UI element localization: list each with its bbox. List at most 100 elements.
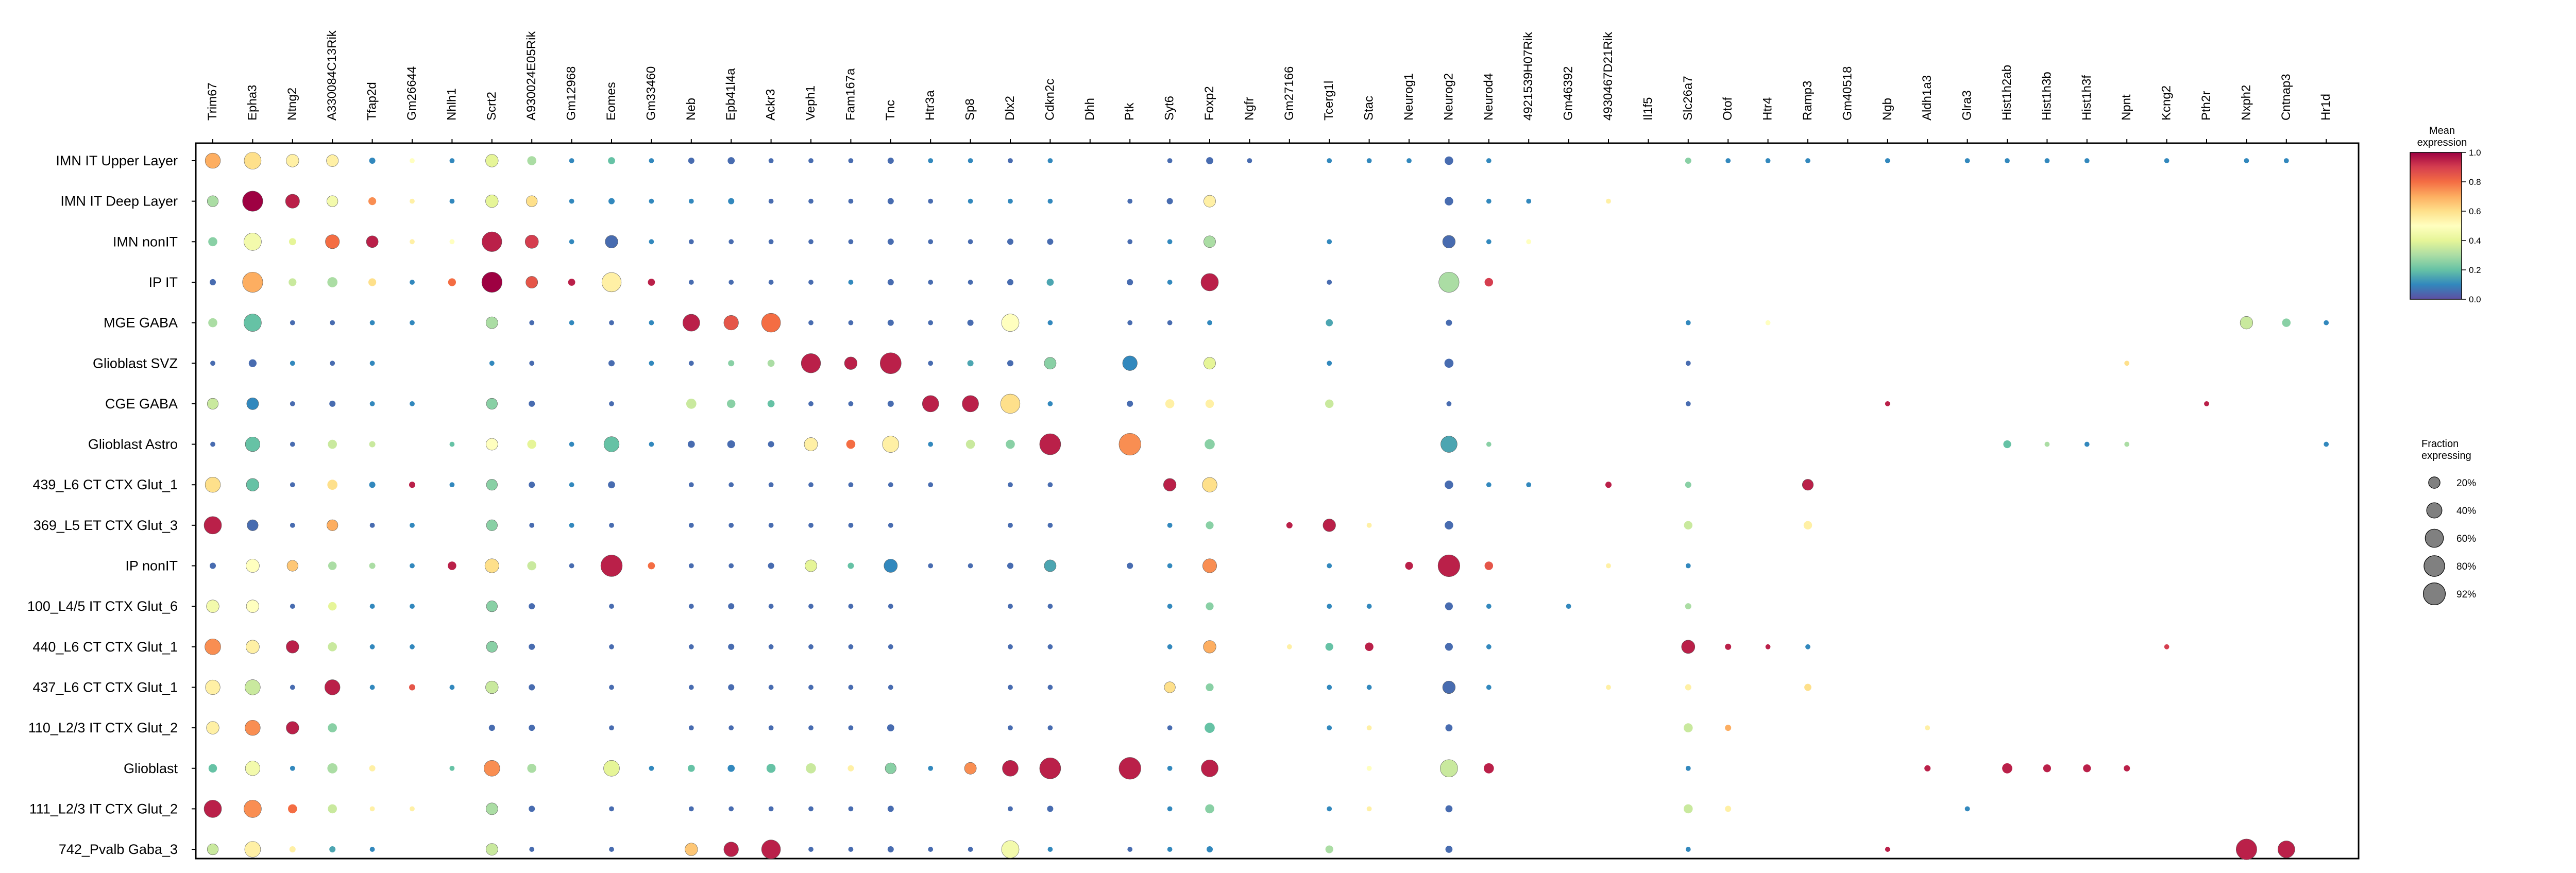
dot: [1206, 521, 1214, 529]
gene-label: Gm12968: [565, 66, 579, 121]
dot: [287, 804, 297, 814]
dot: [1201, 759, 1218, 777]
dot: [329, 846, 336, 853]
dot: [1606, 563, 1611, 569]
dot: [1166, 198, 1173, 204]
dot: [327, 519, 338, 531]
cell-type-label: 437_L6 CT CTX Glut_1: [32, 679, 178, 695]
dot: [1924, 765, 1931, 772]
dot: [688, 361, 694, 366]
gene-label: Kcng2: [2160, 85, 2174, 121]
dot: [1802, 479, 1814, 491]
dot: [768, 482, 774, 488]
dot: [848, 320, 854, 326]
dot: [448, 561, 456, 570]
size-legend-title-line1: Fraction: [2421, 438, 2459, 450]
size-legend-dot: [2422, 582, 2446, 606]
dot: [2278, 841, 2295, 858]
dot: [1445, 602, 1453, 610]
dot: [1440, 759, 1458, 778]
dot: [1605, 482, 1612, 488]
dot: [1007, 238, 1014, 245]
gene-label: Gm27166: [1282, 66, 1296, 121]
dot: [247, 519, 259, 531]
dot: [767, 400, 775, 407]
dot: [1326, 319, 1333, 327]
dot: [1327, 239, 1332, 245]
dot: [1685, 482, 1691, 488]
dot: [728, 482, 734, 488]
dot: [808, 806, 814, 812]
dot: [410, 158, 415, 163]
dot: [1008, 644, 1013, 649]
dot: [209, 562, 216, 569]
cell-type-label: 440_L6 CT CTX Glut_1: [32, 639, 178, 655]
dot: [928, 563, 934, 569]
colorbar-tick-label: 0.6: [2469, 207, 2481, 216]
dot: [2005, 158, 2010, 163]
dot: [449, 482, 455, 488]
dot: [728, 239, 734, 245]
dot: [768, 684, 774, 690]
dot: [369, 847, 375, 852]
dot: [808, 198, 814, 204]
dot: [244, 841, 261, 858]
dot: [1000, 393, 1021, 414]
dot: [1008, 198, 1013, 204]
cell-type-label: 439_L6 CT CTX Glut_1: [32, 477, 178, 492]
dot: [327, 480, 338, 490]
dot: [1484, 561, 1494, 570]
dot: [1205, 439, 1215, 450]
dot: [688, 644, 694, 649]
dot: [928, 361, 934, 366]
dot: [968, 158, 973, 163]
dot: [485, 843, 498, 855]
dot: [1804, 683, 1811, 691]
dot: [246, 559, 260, 573]
dot: [1445, 724, 1453, 731]
dot: [482, 231, 502, 252]
dot: [848, 198, 854, 204]
dot: [649, 441, 654, 447]
dot: [1365, 642, 1374, 652]
dot: [727, 157, 735, 164]
dot: [1204, 235, 1216, 248]
dot: [808, 725, 814, 730]
dot: [601, 272, 622, 293]
dot: [1685, 684, 1691, 691]
dot: [688, 482, 694, 488]
gene-label: Neb: [684, 98, 698, 121]
dot: [686, 399, 697, 409]
dot: [327, 277, 338, 287]
cell-type-label: 110_L2/3 IT CTX Glut_2: [28, 720, 178, 735]
dot: [1207, 320, 1212, 326]
cell-type-label: MGE GABA: [104, 315, 178, 331]
dot: [888, 684, 893, 690]
dot: [1366, 684, 1372, 690]
dot: [1681, 640, 1696, 654]
dot: [723, 842, 739, 857]
dot: [325, 234, 340, 249]
gene-label: Npnt: [2120, 94, 2133, 121]
dot: [569, 441, 574, 447]
dot: [290, 765, 295, 771]
colorbar-legend: Mean expression 0.0 0.2 0.4 0.6 0.8 1.0: [2410, 125, 2481, 304]
dot: [1685, 320, 1691, 326]
gene-label: Ntng2: [285, 88, 299, 121]
dot: [369, 361, 375, 366]
gene-label: Epha3: [245, 85, 259, 121]
dot: [1685, 847, 1691, 852]
dot: [1964, 158, 1970, 163]
dot: [649, 765, 654, 771]
dot: [728, 198, 735, 204]
dot: [1046, 279, 1054, 286]
dot: [208, 237, 217, 247]
dot: [290, 361, 295, 366]
gene-label: Hist1h2ab: [2000, 65, 2014, 121]
dot: [410, 239, 415, 245]
dot: [848, 644, 854, 649]
dot: [1526, 198, 1532, 204]
dot: [207, 195, 219, 207]
dot: [449, 158, 455, 163]
dot: [768, 441, 774, 448]
